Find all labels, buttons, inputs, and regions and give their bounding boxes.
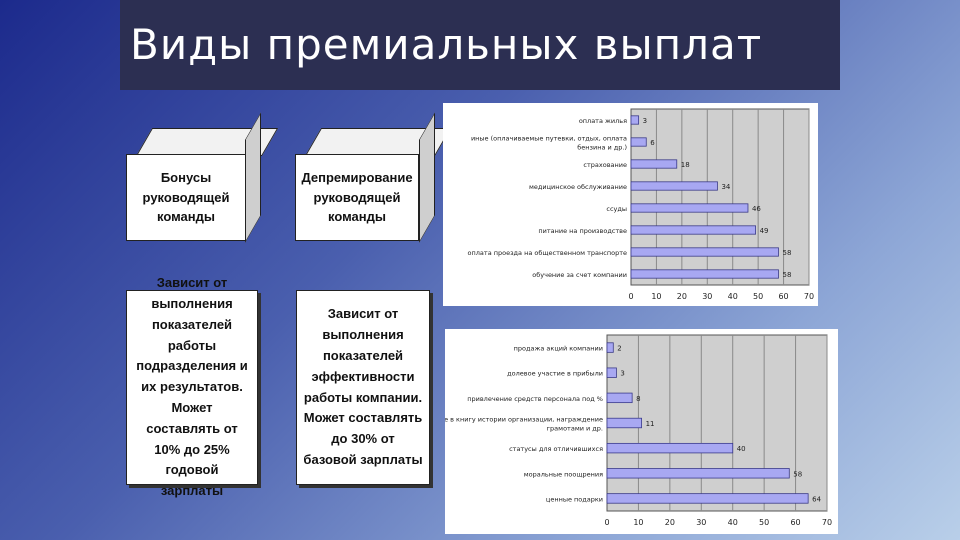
chart2-data-label: 11 <box>646 420 655 428</box>
chart2-bar <box>606 367 617 378</box>
chart-panel-2: 0 10 20 30 40 50 60 70 2 продажа акций компании 3 д… <box>412 329 838 534</box>
chart1-category-label: страхование <box>583 161 627 169</box>
chart2-category-label: долевое участие в прибыли <box>507 370 603 378</box>
chart1-tick-label: 50 <box>753 292 763 301</box>
chart1-tick-label: 20 <box>677 292 687 301</box>
chart1-bar <box>630 181 718 191</box>
chart1-data-label: 6 <box>650 139 655 147</box>
chart2-tick-label: 40 <box>728 518 738 527</box>
chart1-data-label: 34 <box>721 183 730 191</box>
chart1-data-label: 18 <box>681 161 690 169</box>
chart1-bar <box>630 247 779 257</box>
chart2-category-label: продажа акций компании <box>514 345 603 353</box>
chart1-category-label: оплата жилья <box>579 117 627 125</box>
chart2-data-label: 2 <box>617 345 621 353</box>
chart1-data-label: 46 <box>752 205 761 213</box>
chart2-category-label: привлечение средств персонала под % <box>467 395 603 403</box>
chart2-bar <box>606 392 633 404</box>
box-company-performance: Зависит от выполнения показателей эффект… <box>296 290 430 485</box>
chart1-category-label: обучение за счет компании <box>532 271 627 279</box>
chart1-tick-label: 0 <box>628 292 633 301</box>
chart2-bar <box>606 468 790 479</box>
chart-panel-1: 0 10 20 30 40 50 60 70 3 оплата жилья 6 иные (оплач… <box>443 103 818 306</box>
box-management-bonus: Бонусы руководящей команды <box>126 154 246 241</box>
chart2-tick-label: 70 <box>822 518 832 527</box>
chart1-tick-label: 10 <box>651 292 661 301</box>
chart1-tick-label: 30 <box>702 292 712 301</box>
chart2-category-label: моральные поощрения <box>524 470 603 478</box>
chart1-tick-label: 40 <box>728 292 738 301</box>
chart2-plot-area <box>606 334 828 512</box>
chart2-tick-label: 60 <box>790 518 800 527</box>
chart2-data-label: 64 <box>812 495 821 503</box>
chart2-data-label: 40 <box>737 445 746 453</box>
chart1-data-label: 49 <box>760 227 769 235</box>
slide-title: Виды премиальных выплат <box>130 20 763 69</box>
chart1-data-label: 3 <box>643 117 647 125</box>
chart1-category-label: медицинское обслуживание <box>529 183 627 191</box>
chart2-data-label: 58 <box>793 470 802 478</box>
chart1-bar <box>630 115 640 125</box>
chart2-tick-label: 20 <box>665 518 675 527</box>
chart1-bar <box>630 269 779 279</box>
chart1-bar <box>630 225 756 235</box>
chart2-bar <box>606 417 642 429</box>
chart1-plot-area <box>630 108 810 286</box>
chart1-category-label: оплата проезда на общественном транспорт… <box>468 249 627 257</box>
chart2-tick-label: 0 <box>604 518 609 527</box>
chart2-tick-label: 30 <box>696 518 706 527</box>
chart2-bar <box>606 493 809 504</box>
incentives-chart: 0 10 20 30 40 50 60 70 2 продажа акций компании 3 д… <box>412 334 832 527</box>
chart2-tick-label: 10 <box>633 518 643 527</box>
chart1-tick-label: 70 <box>804 292 814 301</box>
title-bar: Виды премиальных выплат <box>120 0 840 90</box>
chart2-category-label: ценные подарки <box>546 495 603 503</box>
chart1-category-label: питание на производстве <box>538 227 627 235</box>
chart1-bar <box>630 137 647 147</box>
chart1-category-label: иные (оплачиваемые путевки, отдых, оплат… <box>471 135 627 152</box>
chart2-tick-label: 50 <box>759 518 769 527</box>
chart1-data-label: 58 <box>782 249 791 257</box>
chart1-bar <box>630 159 678 169</box>
chart1-category-label: ссуды <box>606 205 627 213</box>
chart2-category-label: статусы для отличившихся <box>509 445 603 453</box>
chart2-category-label: занесение в книгу истории организации, н… <box>445 416 603 433</box>
box-management-depremium: Депремирование руководящей команды <box>295 154 419 241</box>
chart2-bar <box>606 342 614 353</box>
chart1-data-label: 58 <box>782 271 791 279</box>
chart2-bar <box>606 442 734 454</box>
chart1-bar <box>630 203 749 213</box>
chart1-tick-label: 60 <box>778 292 788 301</box>
box-division-performance: Зависит от выполнения показателей работы… <box>126 275 258 498</box>
chart2-data-label: 3 <box>620 370 624 378</box>
chart2-data-label: 8 <box>636 395 640 403</box>
benefits-chart: 0 10 20 30 40 50 60 70 3 оплата жилья 6 иные (оплач… <box>468 108 814 301</box>
